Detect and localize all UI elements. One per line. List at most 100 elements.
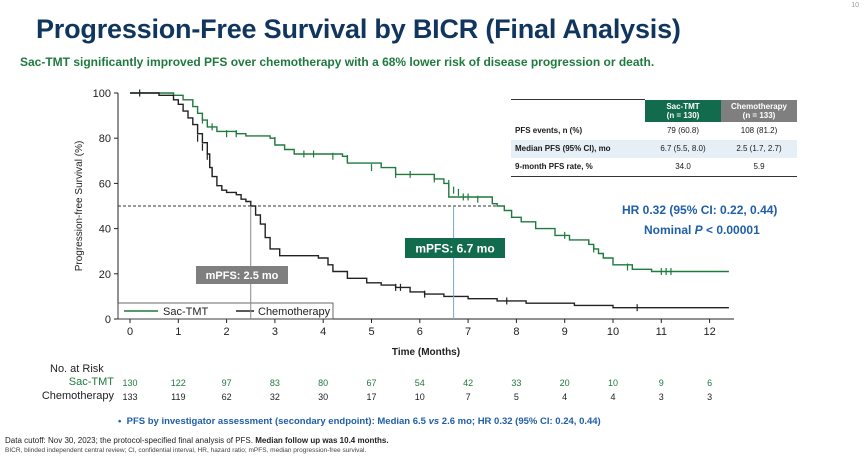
table-row: Median PFS (95% CI), mo 6.7 (5.5, 8.0) 2… xyxy=(511,139,797,158)
table-header-sac-tmt-n: (n = 130) xyxy=(666,110,700,120)
table-row: 9-month PFS rate, % 34.0 5.9 xyxy=(511,157,797,177)
pfs-summary-table: Sac-TMT (n = 130) Chemotherapy (n = 133)… xyxy=(511,99,797,177)
slide-number: 10 xyxy=(851,2,859,9)
page-title: Progression-Free Survival by BICR (Final… xyxy=(36,14,681,44)
table-cell-label: PFS events, n (%) xyxy=(511,121,645,140)
x-tick-label: 8 xyxy=(513,326,519,338)
risk-label-chemo: Chemotherapy xyxy=(41,390,114,402)
table-cell-value: 34.0 xyxy=(645,157,721,177)
x-tick-label: 3 xyxy=(272,326,278,338)
x-tick-label: 10 xyxy=(607,326,619,338)
risk-count: 80 xyxy=(318,378,329,388)
table-cell-label: Median PFS (95% CI), mo xyxy=(511,139,645,158)
risk-count: 5 xyxy=(513,392,519,402)
hazard-ratio-line: HR 0.32 (95% CI: 0.22, 0.44) xyxy=(622,203,778,217)
x-tick-label: 4 xyxy=(320,326,326,338)
table-cell-value: 79 (60.8) xyxy=(645,121,721,140)
x-tick-label: 12 xyxy=(703,326,715,338)
series-line-chemotherapy xyxy=(130,92,729,309)
risk-count: 119 xyxy=(171,392,186,402)
chart-series xyxy=(130,89,729,312)
risk-count: 32 xyxy=(269,392,280,402)
footnote-cutoff-a: Data cutoff: Nov 30, 2023; the protocol-… xyxy=(5,436,256,445)
x-tick-label: 6 xyxy=(417,326,423,338)
x-tick-label: 11 xyxy=(656,326,667,338)
secondary-endpoint-bullet: • PFS by investigator assessment (second… xyxy=(118,416,601,427)
table-row: PFS events, n (%) 79 (60.8) 108 (81.2) xyxy=(511,121,797,140)
series-line-sac-tmt xyxy=(130,92,729,273)
x-tick-label: 1 xyxy=(175,326,181,338)
table-header-row: Sac-TMT (n = 130) Chemotherapy (n = 133) xyxy=(511,99,797,122)
risk-count: 54 xyxy=(414,378,425,388)
footnote-cutoff-b: Median follow up was 10.4 months. xyxy=(255,436,389,445)
risk-count: 10 xyxy=(414,392,425,402)
median-label-box xyxy=(196,266,288,284)
p-value-suffix: < 0.00001 xyxy=(702,223,760,237)
risk-count: 130 xyxy=(122,378,138,388)
risk-count: 4 xyxy=(610,392,616,402)
p-value-line: Nominal P < 0.00001 xyxy=(622,220,777,240)
table-cell-value: 5.9 xyxy=(721,157,797,177)
legend-label: Sac-TMT xyxy=(163,306,209,318)
median-label: mPFS: 2.5 mo xyxy=(206,270,279,282)
y-tick-label: 60 xyxy=(99,178,111,190)
risk-count: 83 xyxy=(269,378,280,388)
page-subtitle: Sac-TMT significantly improved PFS over … xyxy=(20,55,655,69)
bullet-text-vs: vs xyxy=(428,416,440,427)
bullet-text-a: PFS by investigator assessment (secondar… xyxy=(126,416,429,427)
y-tick-label: 20 xyxy=(99,269,111,281)
risk-count: 67 xyxy=(366,378,377,388)
risk-count: 122 xyxy=(170,378,186,388)
y-axis-label: Progression-free Survival (%) xyxy=(74,141,85,272)
risk-count: 20 xyxy=(559,378,570,388)
risk-count: 30 xyxy=(318,392,329,402)
hazard-ratio-text: HR 0.32 (95% CI: 0.22, 0.44) Nominal P <… xyxy=(622,200,777,240)
risk-count: 42 xyxy=(463,378,474,388)
x-tick-label: 7 xyxy=(465,326,471,338)
p-value-prefix: Nominal xyxy=(644,223,695,237)
table-cell-value: 6.7 (5.5, 8.0) xyxy=(645,139,721,158)
table-header-blank xyxy=(511,99,645,122)
table-cell-label: 9-month PFS rate, % xyxy=(511,157,645,177)
x-axis-label: Time (Months) xyxy=(392,347,460,358)
y-tick-label: 100 xyxy=(93,88,111,100)
risk-count: 97 xyxy=(221,378,232,388)
x-tick-label: 5 xyxy=(368,326,374,338)
bullet-marker: • xyxy=(118,416,127,427)
risk-count: 62 xyxy=(221,392,232,402)
risk-count: 4 xyxy=(562,392,568,402)
table-header-chemo-n: (n = 133) xyxy=(742,110,776,120)
footnote-cutoff: Data cutoff: Nov 30, 2023; the protocol-… xyxy=(5,436,389,445)
x-tick-label: 0 xyxy=(127,326,133,338)
median-label: mPFS: 6.7 mo xyxy=(415,241,494,255)
risk-count: 133 xyxy=(122,392,138,402)
x-tick-label: 9 xyxy=(562,326,568,338)
risk-count: 17 xyxy=(366,392,377,402)
risk-count: 7 xyxy=(465,392,471,402)
table-header-sac-tmt-name: Sac-TMT xyxy=(666,101,700,111)
y-tick-label: 40 xyxy=(99,224,111,236)
risk-count: 33 xyxy=(511,378,522,388)
risk-count: 9 xyxy=(658,378,664,388)
risk-count: 3 xyxy=(707,392,713,402)
y-tick-label: 80 xyxy=(99,133,111,145)
table-cell-value: 2.5 (1.7, 2.7) xyxy=(721,139,797,158)
risk-count: 6 xyxy=(707,378,713,388)
legend-label: Chemotherapy xyxy=(258,306,331,318)
p-value-symbol: P xyxy=(694,223,703,237)
y-tick-label: 0 xyxy=(105,314,111,326)
x-tick-label: 2 xyxy=(224,326,230,338)
median-label-box xyxy=(405,238,505,258)
table-header-chemo-name: Chemotherapy xyxy=(730,101,787,111)
risk-table-heading: No. at Risk xyxy=(50,363,104,375)
table-header-sac-tmt: Sac-TMT (n = 130) xyxy=(645,99,721,122)
bullet-text-b: 2.6 mo; HR 0.32 (95% CI: 0.24, 0.44) xyxy=(439,416,601,427)
risk-count: 10 xyxy=(607,378,618,388)
risk-label-sac-tmt: Sac-TMT xyxy=(68,376,114,388)
chart-annotations: mPFS: 6.7 mo mPFS: 2.5 mo xyxy=(196,206,505,319)
footnote-abbreviations: BICR, blinded independent central review… xyxy=(5,447,367,454)
table-header-chemo: Chemotherapy (n = 133) xyxy=(721,99,797,122)
legend-box xyxy=(117,302,334,320)
